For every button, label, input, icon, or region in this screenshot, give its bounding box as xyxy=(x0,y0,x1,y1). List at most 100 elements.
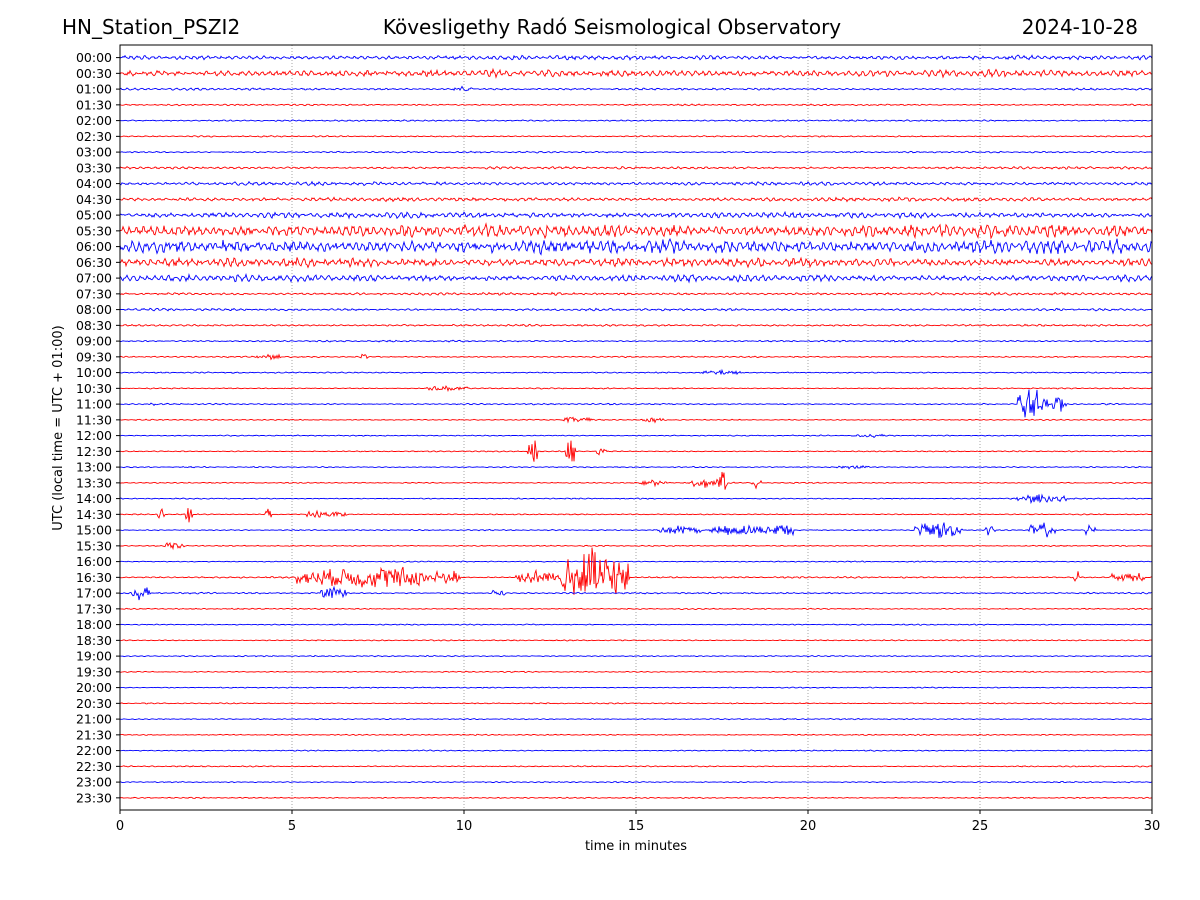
trace-1000 xyxy=(119,368,1153,376)
y-tick-label: 11:30 xyxy=(76,412,112,427)
y-axis-ticks: 00:0000:3001:0001:3002:0002:3003:0003:30… xyxy=(76,50,120,805)
trace-0030 xyxy=(119,67,1153,79)
y-tick-label: 22:00 xyxy=(76,743,112,758)
y-tick-label: 11:00 xyxy=(76,397,112,412)
trace-1730 xyxy=(119,607,1153,611)
trace-1500 xyxy=(119,522,1153,539)
y-tick-label: 05:30 xyxy=(76,223,112,238)
y-tick-label: 23:30 xyxy=(76,790,112,805)
y-tick-label: 00:30 xyxy=(76,66,112,81)
trace-1030 xyxy=(119,385,1153,392)
y-tick-label: 09:30 xyxy=(76,349,112,364)
y-tick-label: 13:00 xyxy=(76,460,112,475)
y-tick-label: 18:00 xyxy=(76,617,112,632)
trace-2330 xyxy=(119,796,1152,800)
trace-1300 xyxy=(120,465,1152,470)
trace-0400 xyxy=(119,180,1153,187)
y-tick-label: 07:00 xyxy=(76,271,112,286)
trace-1400 xyxy=(119,493,1153,505)
trace-1530 xyxy=(120,542,1153,551)
trace-0100 xyxy=(119,85,1153,92)
y-tick-label: 10:00 xyxy=(76,365,112,380)
y-tick-label: 14:30 xyxy=(76,507,112,522)
y-tick-label: 21:00 xyxy=(76,712,112,727)
x-axis-ticks: 0 5 10 15 20 25 30 xyxy=(116,810,1160,834)
trace-0200 xyxy=(119,119,1153,122)
y-tick-label: 10:30 xyxy=(76,381,112,396)
y-tick-label: 16:00 xyxy=(76,554,112,569)
x-tick-label: 25 xyxy=(972,819,989,834)
y-axis-label: UTC (local time = UTC + 01:00) xyxy=(51,325,66,530)
x-tick-label: 10 xyxy=(456,819,473,834)
trace-0500 xyxy=(119,210,1153,220)
trace-2030 xyxy=(119,702,1153,705)
trace-0230 xyxy=(119,134,1153,138)
y-tick-label: 19:00 xyxy=(76,649,112,664)
trace-1330 xyxy=(119,471,1153,490)
y-tick-label: 04:00 xyxy=(76,176,112,191)
y-tick-label: 08:00 xyxy=(76,302,112,317)
trace-0830 xyxy=(119,323,1153,328)
y-tick-label: 05:00 xyxy=(76,208,112,223)
trace-2230 xyxy=(120,765,1153,768)
trace-0700 xyxy=(119,272,1153,284)
trace-0430 xyxy=(119,196,1153,203)
y-tick-label: 08:30 xyxy=(76,318,112,333)
trace-1130 xyxy=(119,416,1153,424)
trace-1700 xyxy=(119,585,1152,601)
trace-2000 xyxy=(119,686,1153,689)
y-tick-label: 02:30 xyxy=(76,129,112,144)
trace-2100 xyxy=(119,717,1153,721)
station-name: HN_Station_PSZI2 xyxy=(62,15,241,39)
y-tick-label: 17:30 xyxy=(76,601,112,616)
y-tick-label: 21:30 xyxy=(76,727,112,742)
x-tick-label: 0 xyxy=(116,819,124,834)
trace-1830 xyxy=(119,639,1153,642)
trace-0900 xyxy=(120,339,1153,343)
y-tick-label: 03:00 xyxy=(76,145,112,160)
y-tick-label: 20:00 xyxy=(76,680,112,695)
x-tick-label: 5 xyxy=(288,819,296,834)
y-tick-label: 15:00 xyxy=(76,523,112,538)
trace-2130 xyxy=(119,733,1153,737)
y-tick-label: 12:30 xyxy=(76,444,112,459)
x-tick-label: 30 xyxy=(1144,819,1161,834)
y-tick-label: 16:30 xyxy=(76,570,112,585)
chart-date: 2024-10-28 xyxy=(1021,15,1138,39)
y-tick-label: 23:00 xyxy=(76,775,112,790)
y-tick-label: 22:30 xyxy=(76,759,112,774)
y-tick-label: 06:30 xyxy=(76,255,112,270)
y-tick-label: 17:00 xyxy=(76,586,112,601)
trace-0330 xyxy=(119,165,1153,170)
y-tick-label: 00:00 xyxy=(76,50,112,65)
trace-1900 xyxy=(120,654,1152,658)
trace-1430 xyxy=(119,507,1153,523)
trace-1800 xyxy=(119,623,1153,626)
trace-1200 xyxy=(119,433,1152,439)
grid-lines xyxy=(291,45,981,810)
trace-1930 xyxy=(119,670,1153,673)
y-tick-label: 09:00 xyxy=(76,334,112,349)
y-tick-label: 07:30 xyxy=(76,286,112,301)
trace-1630 xyxy=(119,547,1152,595)
x-tick-label: 15 xyxy=(628,819,645,834)
x-tick-label: 20 xyxy=(800,819,817,834)
y-tick-label: 18:30 xyxy=(76,633,112,648)
y-tick-label: 15:30 xyxy=(76,538,112,553)
y-tick-label: 04:30 xyxy=(76,192,112,207)
y-tick-label: 01:00 xyxy=(76,82,112,97)
x-axis-label: time in minutes xyxy=(585,839,687,854)
trace-0130 xyxy=(119,103,1153,107)
trace-0600 xyxy=(119,238,1153,256)
y-tick-label: 06:00 xyxy=(76,239,112,254)
y-tick-label: 14:00 xyxy=(76,491,112,506)
trace-0000 xyxy=(119,54,1153,61)
trace-1100 xyxy=(119,389,1153,418)
y-tick-label: 03:30 xyxy=(76,160,112,175)
y-tick-label: 19:30 xyxy=(76,664,112,679)
trace-1600 xyxy=(119,560,1152,563)
trace-0800 xyxy=(119,307,1153,312)
trace-2200 xyxy=(119,749,1153,752)
trace-0630 xyxy=(119,256,1153,269)
